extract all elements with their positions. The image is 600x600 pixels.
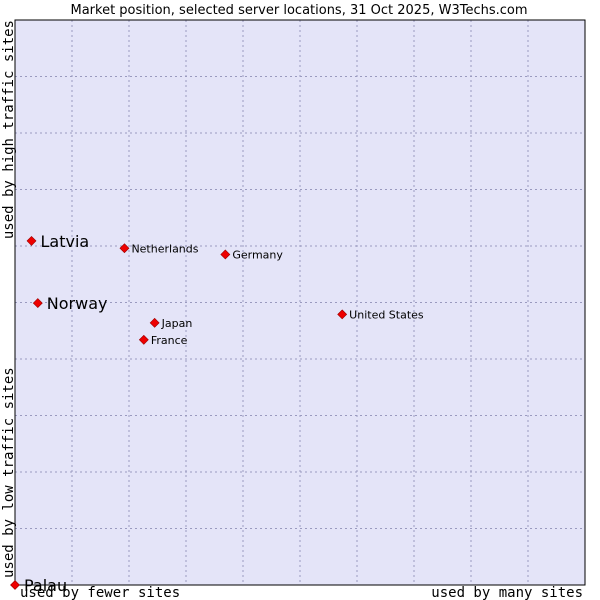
point-marker[interactable]	[119, 243, 130, 254]
point-label: Norway	[47, 294, 108, 313]
plot-border	[14, 19, 586, 586]
point-united-states[interactable]: United States	[337, 308, 424, 321]
x-axis-label-right: used by many sites	[431, 585, 583, 600]
point-marker[interactable]	[10, 580, 20, 590]
point-latvia[interactable]: Latvia	[26, 232, 90, 251]
x-axis-label-left: used by fewer sites	[20, 585, 180, 600]
point-marker[interactable]	[220, 249, 231, 260]
point-france[interactable]: France	[138, 334, 188, 347]
point-marker[interactable]	[32, 298, 43, 308]
point-label: France	[151, 334, 188, 347]
point-label: Palau	[24, 576, 67, 595]
point-marker[interactable]	[138, 334, 149, 345]
point-label: Japan	[161, 317, 193, 330]
point-marker[interactable]	[26, 235, 37, 246]
point-label: Netherlands	[131, 242, 198, 255]
y-axis-label-bottom: used by low traffic sites	[1, 367, 17, 578]
point-label: United States	[349, 308, 424, 321]
chart-title: Market position, selected server locatio…	[70, 3, 527, 18]
data-points: Latvia Netherlands Germany Norway United Sta…	[10, 232, 424, 595]
point-germany[interactable]: Germany	[220, 248, 284, 261]
point-marker[interactable]	[149, 317, 160, 328]
point-marker[interactable]	[337, 309, 348, 320]
point-label: Latvia	[41, 232, 90, 251]
point-palau[interactable]: Palau	[10, 576, 68, 595]
point-norway[interactable]: Norway	[32, 294, 108, 313]
point-netherlands[interactable]: Netherlands	[119, 242, 199, 255]
point-label: Germany	[232, 248, 283, 261]
y-axis-label-top: used by high traffic sites	[1, 20, 17, 239]
grid-lines	[15, 20, 585, 585]
point-japan[interactable]: Japan	[149, 317, 193, 330]
